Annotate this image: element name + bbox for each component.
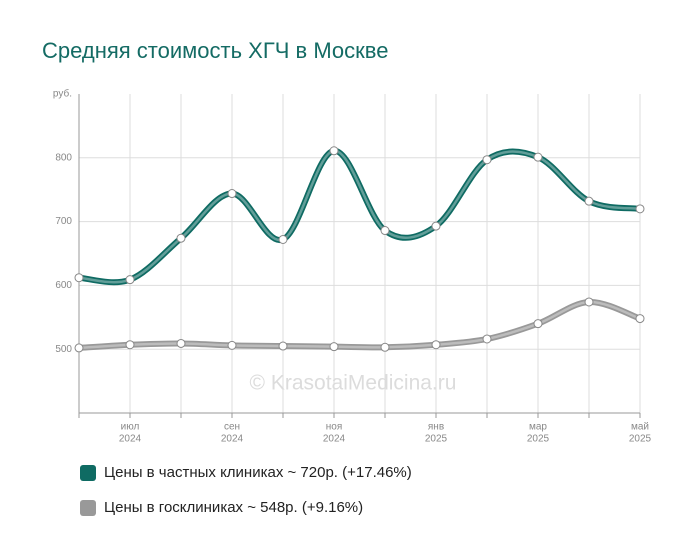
x-tick-label: 2024 bbox=[221, 434, 244, 445]
data-point bbox=[74, 343, 84, 353]
chart-title: Средняя стоимость ХГЧ в Москве bbox=[42, 38, 388, 63]
legend-swatch bbox=[80, 500, 96, 516]
data-point bbox=[482, 155, 492, 165]
data-point bbox=[380, 342, 390, 352]
data-point bbox=[125, 275, 135, 285]
data-point bbox=[329, 342, 339, 352]
y-tick-label: 700 bbox=[55, 216, 72, 227]
data-point bbox=[584, 297, 594, 307]
legend-label: Цены в частных клиниках ~ 720р. (+17.46%… bbox=[104, 464, 412, 481]
data-point bbox=[227, 340, 237, 350]
x-tick-label: 2024 bbox=[119, 434, 142, 445]
x-tick-label: 2025 bbox=[425, 434, 448, 445]
series-line bbox=[78, 298, 642, 351]
x-tick-label: 2025 bbox=[527, 434, 550, 445]
x-tick-label: мар bbox=[529, 422, 547, 433]
x-tick-label: 2024 bbox=[323, 434, 346, 445]
data-point bbox=[176, 338, 186, 348]
data-point bbox=[125, 340, 135, 350]
x-tick-label: июл bbox=[121, 422, 140, 433]
data-point bbox=[533, 152, 543, 162]
data-point bbox=[635, 314, 645, 324]
data-point bbox=[635, 204, 645, 214]
x-tick-label: янв bbox=[428, 422, 444, 433]
data-point bbox=[176, 233, 186, 243]
data-point bbox=[74, 273, 84, 283]
data-point bbox=[278, 341, 288, 351]
legend-swatch bbox=[80, 465, 96, 481]
legend-label: Цены в госклиниках ~ 548р. (+9.16%) bbox=[104, 499, 363, 516]
data-point bbox=[584, 196, 594, 206]
x-tick-label: май bbox=[631, 422, 649, 433]
data-point bbox=[533, 319, 543, 329]
data-point bbox=[278, 234, 288, 244]
y-tick-label: 600 bbox=[55, 280, 72, 291]
data-point bbox=[329, 146, 339, 156]
y-tick-label: 800 bbox=[55, 152, 72, 163]
data-point bbox=[227, 189, 237, 199]
x-tick-label: 2025 bbox=[629, 434, 652, 445]
series-line-stripe bbox=[78, 149, 641, 284]
watermark: © KrasotaiMedicina.ru bbox=[250, 372, 457, 395]
data-point bbox=[482, 334, 492, 344]
x-tick-label: ноя bbox=[326, 422, 343, 433]
y-tick-label: руб. bbox=[53, 88, 72, 100]
data-point bbox=[431, 221, 441, 231]
y-tick-label: 500 bbox=[55, 344, 72, 355]
data-point bbox=[380, 226, 390, 236]
x-tick-label: сен bbox=[224, 422, 240, 433]
data-point bbox=[431, 340, 441, 350]
